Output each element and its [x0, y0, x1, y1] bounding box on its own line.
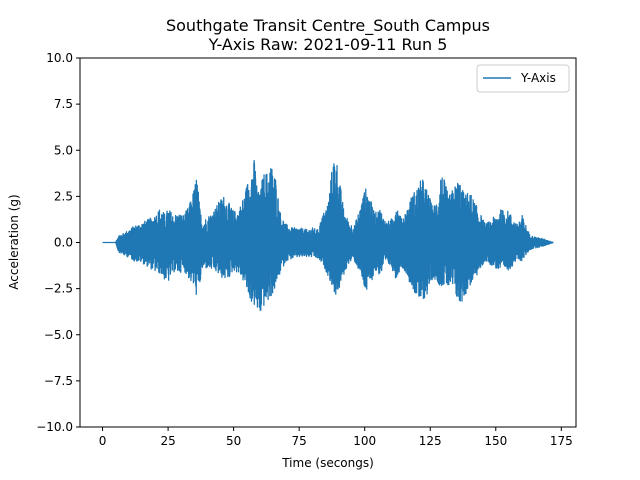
y-axis: −10.0 −7.5 −5.0 −2.5 0.0 2.5 5.0 7.5 10.0 — [36, 51, 80, 434]
y-tick-label: 0.0 — [54, 236, 73, 250]
chart-subtitle: Y-Axis Raw: 2021-09-11 Run 5 — [208, 35, 448, 54]
x-tick-label: 50 — [226, 434, 241, 448]
plot-frame — [79, 57, 577, 428]
series-line-y-axis — [102, 160, 554, 311]
y-tick-label: −7.5 — [44, 374, 73, 388]
x-axis-label: Time (secongs) — [281, 456, 374, 470]
x-tick-label: 125 — [419, 434, 442, 448]
y-tick-label: 2.5 — [54, 189, 73, 203]
legend: Y-Axis — [476, 64, 570, 93]
x-tick-label: 175 — [550, 434, 573, 448]
x-tick-label: 75 — [292, 434, 307, 448]
legend-box — [476, 64, 570, 93]
y-axis-label: Acceleration (g) — [7, 194, 21, 289]
y-tick-label: −2.5 — [44, 282, 73, 296]
y-tick-label: −5.0 — [44, 328, 73, 342]
x-tick-label: 25 — [160, 434, 175, 448]
y-tick-label: 7.5 — [54, 97, 73, 111]
chart-title: Southgate Transit Centre_South Campus — [166, 16, 490, 36]
y-tick-label: 10.0 — [46, 51, 73, 65]
x-tick-label: 0 — [99, 434, 107, 448]
x-tick-label: 150 — [484, 434, 507, 448]
y-tick-label: 5.0 — [54, 143, 73, 157]
y-tick-label: −10.0 — [36, 420, 73, 434]
legend-label: Y-Axis — [520, 71, 556, 85]
x-axis: 0 25 50 75 100 125 150 175 — [99, 427, 573, 448]
x-tick-label: 100 — [353, 434, 376, 448]
plot-area — [102, 160, 554, 311]
